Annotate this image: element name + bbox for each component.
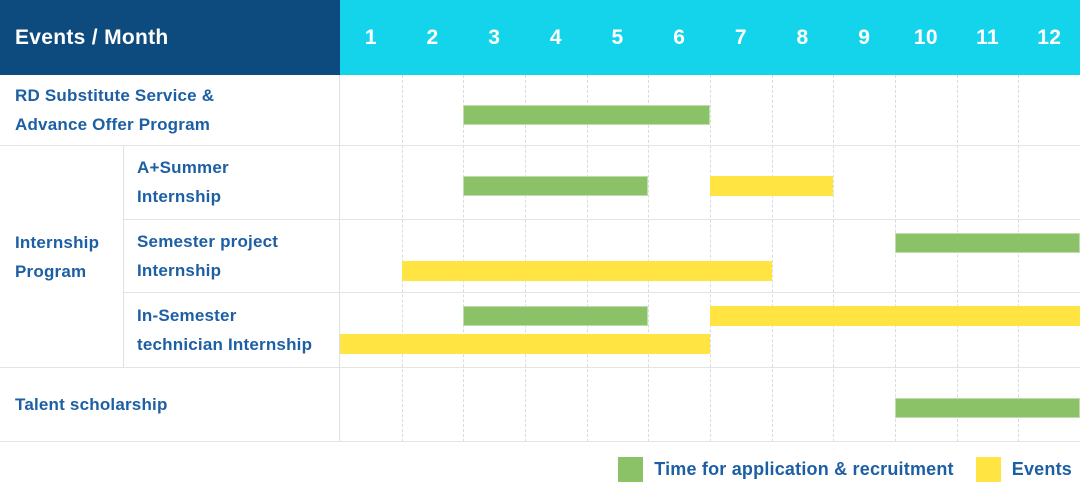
legend: Time for application & recruitment Event… [0, 456, 1072, 482]
legend-swatch-events-yellow [975, 456, 1001, 482]
table-row: RD Substitute Service & Advance Offer Pr… [0, 75, 1080, 146]
application-period-bar [895, 232, 1080, 253]
chart-cell [340, 75, 1080, 145]
header-title-cell: Events / Month [0, 0, 340, 75]
legend-label-application: Time for application & recruitment [654, 458, 954, 479]
group-label-cell: Internship Program [0, 146, 124, 367]
row-label-cell: Talent scholarship [0, 368, 340, 441]
header-title: Events / Month [15, 25, 169, 49]
legend-swatch-application-green [618, 456, 644, 482]
month-header-cell: 5 [611, 25, 624, 49]
application-period-bar [895, 398, 1080, 418]
month-header-cell: 8 [796, 25, 809, 49]
chart-cell [340, 368, 1080, 441]
row-label: Talent scholarship [15, 395, 168, 414]
month-header-cell: 6 [673, 25, 686, 49]
group-label: Internship Program [15, 232, 100, 281]
table-row: In-Semester technician Internship [124, 293, 1080, 367]
row-label: Semester project Internship [137, 232, 279, 280]
event-period-bar [710, 306, 1080, 327]
month-header-cell: 12 [1037, 25, 1062, 49]
legend-label-events: Events [1011, 458, 1072, 479]
row-label: A+Summer Internship [137, 158, 229, 207]
application-period-bar [463, 176, 649, 196]
row-label-cell: A+Summer Internship [124, 146, 340, 219]
internship-program-group: Internship Program A+Summer Internship S… [0, 146, 1080, 368]
month-header-cell: 9 [858, 25, 871, 49]
month-header-cell: 3 [488, 25, 501, 49]
table-row: Talent scholarship [0, 368, 1080, 442]
application-period-bar [463, 306, 649, 327]
row-label-cell: RD Substitute Service & Advance Offer Pr… [0, 75, 340, 145]
event-period-bar [340, 334, 710, 355]
month-header-strip: 1 2 3 4 5 6 7 8 9 10 11 12 [340, 0, 1080, 75]
month-header-cell: 7 [734, 25, 747, 49]
month-header-cell: 1 [364, 25, 377, 49]
chart-cell [340, 146, 1080, 219]
group-rows: A+Summer Internship Semester project Int… [124, 146, 1080, 367]
month-header-cell: 11 [976, 25, 999, 49]
table-body: RD Substitute Service & Advance Offer Pr… [0, 75, 1080, 442]
application-period-bar [463, 105, 710, 125]
event-period-bar [401, 260, 772, 281]
row-label: RD Substitute Service & Advance Offer Pr… [15, 86, 215, 134]
month-header-cell: 10 [913, 25, 938, 49]
row-label-cell: Semester project Internship [124, 219, 340, 293]
table-header-row: Events / Month 1 2 3 4 5 6 7 8 9 10 11 12 [0, 0, 1080, 75]
event-period-bar [710, 176, 834, 196]
month-header-cell: 4 [549, 25, 562, 49]
table-row: Semester project Internship [124, 219, 1080, 294]
chart-cell [340, 293, 1080, 367]
chart-cell [340, 220, 1080, 293]
table-row: A+Summer Internship [124, 146, 1080, 220]
row-label: In-Semester technician Internship [137, 306, 313, 355]
row-label-cell: In-Semester technician Internship [124, 293, 340, 367]
month-header-cell: 2 [426, 25, 439, 49]
